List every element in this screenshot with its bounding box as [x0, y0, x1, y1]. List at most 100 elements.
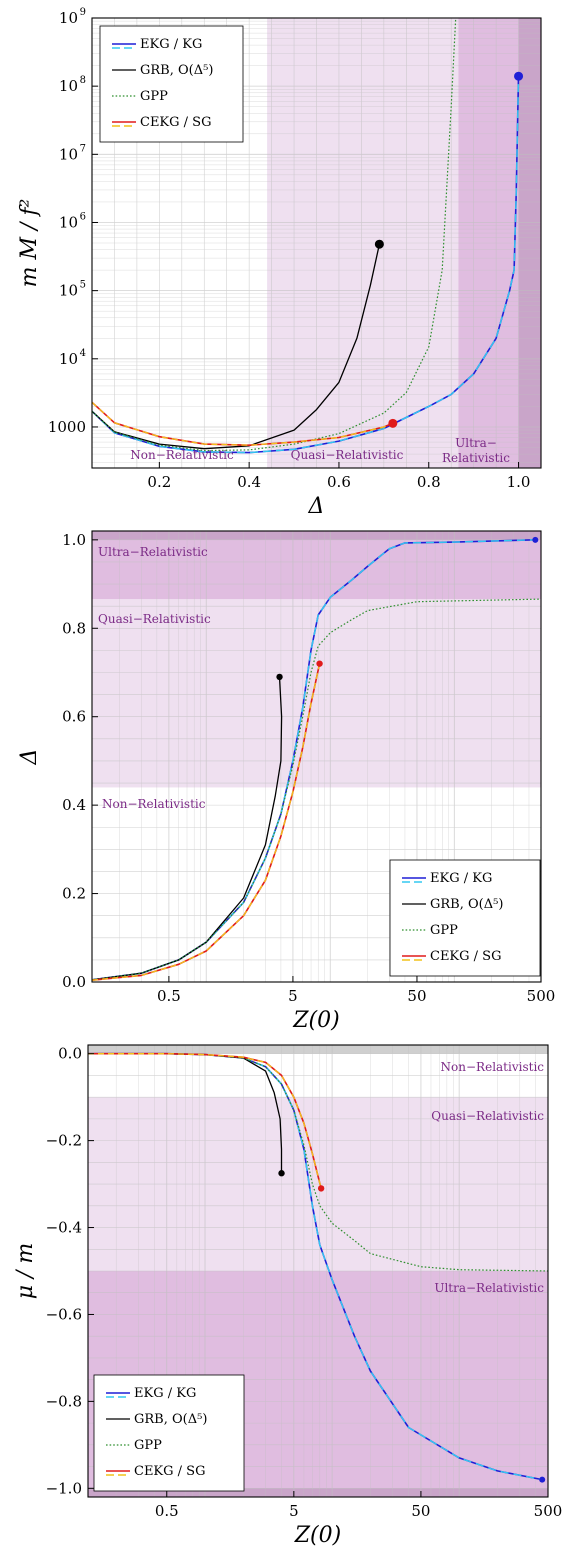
y-tick-label: −0.2 [46, 1132, 82, 1150]
x-tick-label: 0.2 [147, 473, 171, 491]
series-endpoint-cekg [388, 418, 398, 428]
region-label: Relativistic [442, 451, 510, 465]
series-line-cekg [88, 1052, 322, 1189]
x-tick-label: 500 [527, 987, 556, 1005]
x-tick-label: 50 [411, 1502, 430, 1520]
y-tick-label: 1.0 [62, 531, 86, 549]
legend-label-ekg: EKG / KG [134, 1386, 196, 1401]
y-tick-exponent: 7 [80, 143, 86, 154]
y-tick-label: 0.2 [62, 885, 86, 903]
legend-label-gpp: GPP [134, 1438, 162, 1453]
y-axis-label: Δ [17, 749, 42, 766]
series-endpoint-grb [276, 673, 283, 681]
y-tick-label: 0.6 [62, 708, 86, 726]
series-line-overlay-ekg [92, 539, 536, 981]
y-tick-label: 0.0 [62, 973, 86, 991]
series-line-gpp [92, 598, 541, 981]
plot-frame [91, 17, 542, 469]
y-tick-exponent: 8 [80, 75, 86, 86]
region-label: Quasi−Relativistic [431, 1109, 544, 1123]
region-label: Non−Relativistic [102, 797, 206, 811]
series-endpoint-ekg [532, 536, 539, 543]
y-tick-label: −0.4 [46, 1219, 82, 1237]
x-axis-label: Z(0) [294, 1523, 341, 1548]
legend: EKG / KG GRB, Ο(Δ⁵) GPP CEKG / SG [99, 25, 244, 143]
region-label: Ultra−Relativistic [98, 545, 208, 559]
legend-label-cekg: CEKG / SG [430, 949, 501, 964]
y-tick-label: 0.8 [62, 619, 86, 637]
y-tick-label: 1000 [48, 418, 86, 436]
legend: EKG / KG GRB, Ο(Δ⁵) GPP CEKG / SG [93, 1374, 245, 1492]
plot-frame [91, 530, 542, 983]
x-axis-label: Δ [308, 494, 325, 519]
y-tick-label: 10 [59, 77, 78, 95]
y-tick-label: −0.8 [46, 1392, 82, 1410]
y-tick-label: 10 [59, 145, 78, 163]
plot-frame [87, 1044, 549, 1498]
legend-label-grb: GRB, Ο(Δ⁵) [134, 1412, 207, 1427]
chart-mu-vs-z0: 0.5 5 50 500 0.0 −0.2 −0.4 −0.6 −0.8 −1.0 Z(0) μ / … [13, 1044, 563, 1548]
legend-label-gpp: GPP [430, 923, 458, 938]
series-endpoint-grb [278, 1170, 285, 1177]
series-line-gpp [88, 1053, 548, 1272]
y-axis-label: μ / m [13, 1243, 38, 1300]
x-tick-label: 5 [289, 1502, 299, 1520]
y-tick-exponent: 6 [80, 211, 86, 222]
series-endpoint-cekg [317, 1185, 325, 1192]
x-tick-label: 500 [534, 1502, 563, 1520]
series-endpoint-cekg [316, 660, 323, 667]
legend-label-cekg: CEKG / SG [140, 115, 211, 130]
x-tick-label: 0.5 [155, 1502, 179, 1520]
region-label: Ultra−Relativistic [434, 1281, 544, 1295]
x-tick-label: 0.6 [327, 473, 351, 491]
region-band [88, 1045, 548, 1054]
region-band [92, 531, 541, 540]
region-label: Quasi−Relativistic [291, 448, 404, 462]
legend-label-ekg: EKG / KG [430, 871, 492, 886]
legend-label-grb: GRB, Ο(Δ⁵) [430, 897, 503, 912]
series-line-overlay-ekg [92, 76, 520, 454]
series-endpoint-grb [374, 239, 384, 249]
x-tick-label: 0.4 [237, 473, 261, 491]
y-tick-exponent: 4 [80, 348, 86, 359]
region-label: Non−Relativistic [130, 448, 234, 462]
y-tick-exponent: 9 [80, 7, 86, 18]
series-line-overlay-ekg [88, 1052, 543, 1481]
y-tick-label: 10 [59, 282, 78, 300]
x-axis-label: Z(0) [292, 1008, 339, 1033]
x-tick-label: 1.0 [507, 473, 531, 491]
y-tick-label: −1.0 [46, 1479, 82, 1497]
x-tick-label: 5 [288, 987, 298, 1005]
legend-label-cekg: CEKG / SG [134, 1464, 205, 1479]
plot-area [92, 531, 541, 982]
chart-delta-vs-z0: 0.5 5 50 500 0.0 0.2 0.4 0.6 0.8 1.0 Z(0) Δ Ultra−Re… [17, 530, 556, 1033]
series-endpoint-ekg [514, 71, 524, 81]
series-line-cekg [92, 401, 394, 447]
x-tick-label: 0.5 [157, 987, 181, 1005]
region-band [88, 1488, 548, 1497]
series-line-overlay-cekg [92, 663, 321, 981]
x-tick-label: 50 [407, 987, 426, 1005]
legend: EKG / KG GRB, Ο(Δ⁵) GPP CEKG / SG [389, 859, 541, 977]
series-line-grb [92, 244, 381, 450]
y-tick-label: 10 [59, 213, 78, 231]
y-axis-label: m M / f² [17, 199, 42, 288]
region-band [92, 599, 541, 788]
region-label: Quasi−Relativistic [98, 612, 211, 626]
legend-label-gpp: GPP [140, 89, 168, 104]
y-tick-label: 0.0 [58, 1045, 82, 1063]
y-tick-label: −0.6 [46, 1305, 82, 1323]
y-tick-label: 10 [59, 350, 78, 368]
y-tick-label: 0.4 [62, 796, 86, 814]
series-endpoint-ekg [539, 1476, 546, 1483]
y-tick-label: 10 [59, 9, 78, 27]
legend-label-ekg: EKG / KG [140, 37, 202, 52]
legend-label-grb: GRB, Ο(Δ⁵) [140, 63, 213, 78]
region-label: Non−Relativistic [441, 1060, 545, 1074]
y-tick-exponent: 5 [80, 280, 86, 291]
x-tick-label: 0.8 [417, 473, 441, 491]
region-label: Ultra− [455, 436, 497, 450]
plot-area [92, 18, 541, 468]
